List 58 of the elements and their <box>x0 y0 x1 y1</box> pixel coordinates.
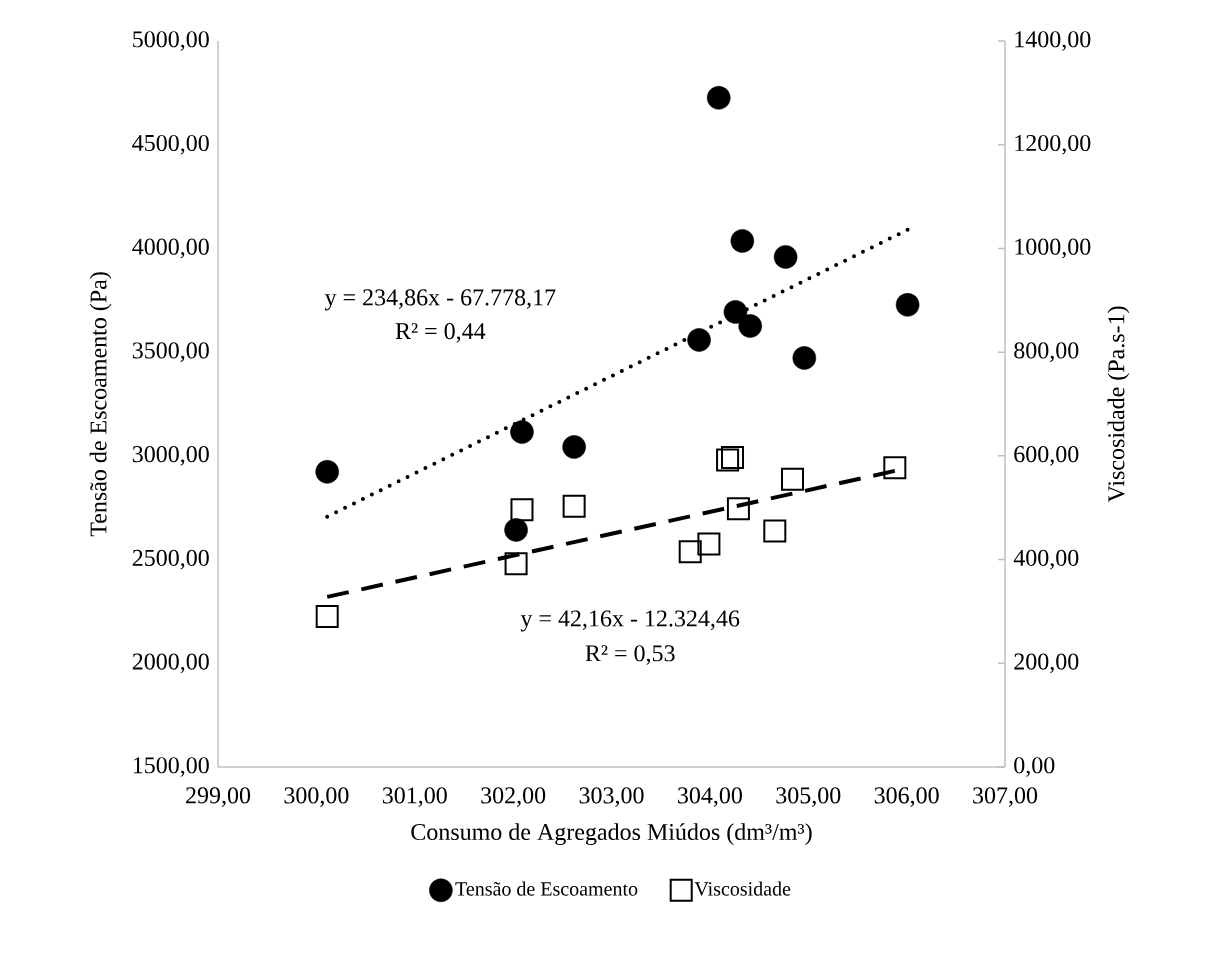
y2-axis-title: Viscosidade (Pa.s-1) <box>1107 306 1130 503</box>
point <box>562 494 586 518</box>
point <box>687 328 711 352</box>
y-tick-label: 4500,00 <box>132 134 209 155</box>
x-tick-label: 304,00 <box>678 787 742 807</box>
point <box>738 314 762 338</box>
point <box>726 497 750 521</box>
annotation: y = 42,16x - 12.324,46 <box>520 610 740 632</box>
point <box>763 519 787 543</box>
point <box>716 448 740 472</box>
x-tick-label: 307,00 <box>973 787 1038 807</box>
y-tick-label: 3000,00 <box>132 446 209 466</box>
y-tick-label: 4000,00 <box>132 238 209 259</box>
y-tick-label: 5000,00 <box>133 31 209 51</box>
point <box>883 456 907 480</box>
point <box>315 605 339 629</box>
y-tick-label: 1500,00 <box>133 757 209 777</box>
y2-tick-label: 1200,00 <box>1015 134 1091 155</box>
y2-tick-label: 1400,00 <box>1015 31 1091 51</box>
point <box>721 445 745 469</box>
annotation: R² = 0,53 <box>585 645 675 665</box>
point <box>723 300 748 324</box>
y2-tick-label: 800,00 <box>1014 342 1079 362</box>
x-tick-label: 300,00 <box>284 787 349 807</box>
annotation: R² = 0,44 <box>395 323 486 343</box>
point <box>678 540 702 564</box>
point <box>504 552 528 576</box>
y-tick-label: 3500,00 <box>132 342 209 362</box>
y2-tick-label: 1000,00 <box>1015 238 1091 259</box>
point <box>792 346 817 370</box>
y2-tick-label: 400,00 <box>1013 549 1079 570</box>
point <box>706 86 731 110</box>
point <box>781 467 805 491</box>
y2-tick-label: 200,00 <box>1014 653 1079 674</box>
y-tick-label: 2000,00 <box>132 653 209 674</box>
x-tick-label: 303,00 <box>579 787 644 807</box>
point <box>562 435 586 459</box>
y-axis-title: Tensão de Escoamento (Pa) <box>89 272 112 537</box>
point <box>510 420 534 444</box>
point <box>504 518 528 542</box>
point <box>510 498 534 522</box>
annotation: y = 234,86x - 67.778,17 <box>324 289 556 311</box>
x-axis-title: Consumo de Agregados Miúdos (dm³/m³) <box>411 823 812 846</box>
legend-label: Viscosidade <box>694 881 791 896</box>
point <box>773 245 798 269</box>
x-tick-label: 306,00 <box>874 787 939 807</box>
y2-tick-label: 0,00 <box>1014 757 1055 777</box>
legend-label: Tensão de Escoamento <box>455 881 638 896</box>
x-tick-label: 299,00 <box>186 787 251 807</box>
y-tick-label: 2500,00 <box>132 549 209 570</box>
point <box>895 293 920 317</box>
y2-tick-label: 600,00 <box>1014 446 1079 466</box>
x-tick-label: 305,00 <box>776 787 841 807</box>
x-tick-label: 301,00 <box>382 787 447 807</box>
x-tick-label: 302,00 <box>481 787 546 807</box>
point <box>697 532 721 556</box>
point <box>730 229 755 253</box>
point <box>315 460 339 484</box>
